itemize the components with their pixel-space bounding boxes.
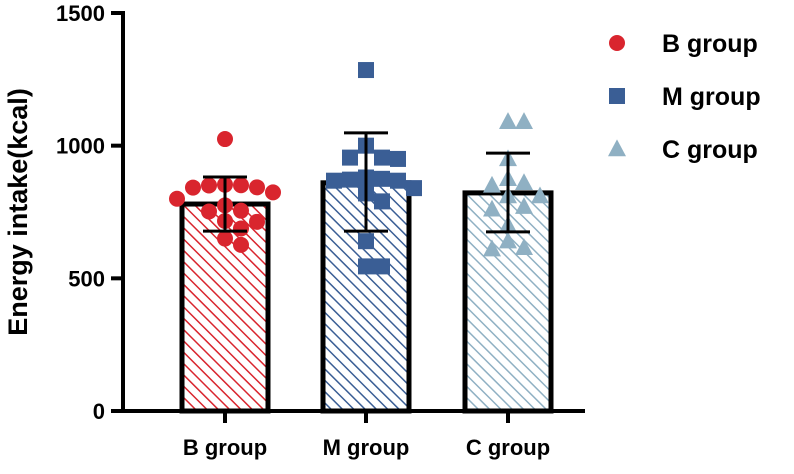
error-bar	[486, 151, 530, 234]
data-point	[515, 173, 533, 191]
data-point	[169, 190, 185, 207]
legend-marker	[609, 35, 625, 51]
error-bar	[203, 175, 247, 233]
data-point	[249, 179, 265, 196]
y-tick-label: 500	[68, 266, 105, 291]
y-tick-label: 1500	[56, 1, 105, 26]
y-axis-label: Energy intake(kcal)	[3, 88, 33, 336]
data-point	[342, 149, 358, 166]
data-point	[515, 197, 533, 214]
data-point	[265, 184, 281, 201]
y-tick-label: 0	[93, 399, 105, 424]
data-point	[374, 193, 390, 210]
data-point	[326, 172, 342, 189]
error-bar	[344, 131, 388, 233]
x-tick-label: B group	[183, 435, 267, 460]
data-point	[217, 230, 233, 247]
legend-item: C group	[608, 136, 758, 164]
data-point	[233, 202, 249, 219]
data-point	[358, 258, 374, 275]
data-point	[531, 186, 549, 204]
data-point	[358, 233, 374, 250]
data-point	[390, 150, 406, 167]
legend-label: C group	[662, 136, 758, 164]
data-point	[233, 236, 249, 253]
data-point	[374, 258, 390, 275]
data-point	[406, 180, 422, 197]
data-point	[499, 112, 517, 129]
data-point	[185, 179, 201, 196]
legend-item: M group	[609, 83, 761, 111]
data-point	[358, 62, 374, 79]
data-point	[201, 203, 217, 220]
data-point	[499, 231, 517, 249]
data-point	[483, 199, 501, 217]
data-point	[374, 170, 390, 187]
legend-marker	[609, 88, 625, 104]
data-point	[201, 177, 217, 194]
data-point	[483, 239, 501, 257]
legend-marker	[608, 139, 626, 157]
data-point	[233, 220, 249, 237]
data-point	[374, 149, 390, 166]
data-point	[233, 177, 249, 194]
x-tick-label: M group	[323, 435, 410, 460]
data-point	[515, 112, 533, 129]
y-tick-label: 1000	[56, 134, 105, 159]
legend-label: M group	[662, 83, 761, 111]
data-point	[390, 172, 406, 189]
data-point	[483, 175, 501, 193]
legend-label: B group	[662, 30, 758, 58]
data-point	[342, 171, 358, 188]
data-point	[217, 131, 233, 148]
legend-item: B group	[609, 30, 758, 58]
data-point	[515, 238, 533, 256]
x-tick-label: C group	[466, 435, 550, 460]
data-point	[249, 213, 265, 230]
